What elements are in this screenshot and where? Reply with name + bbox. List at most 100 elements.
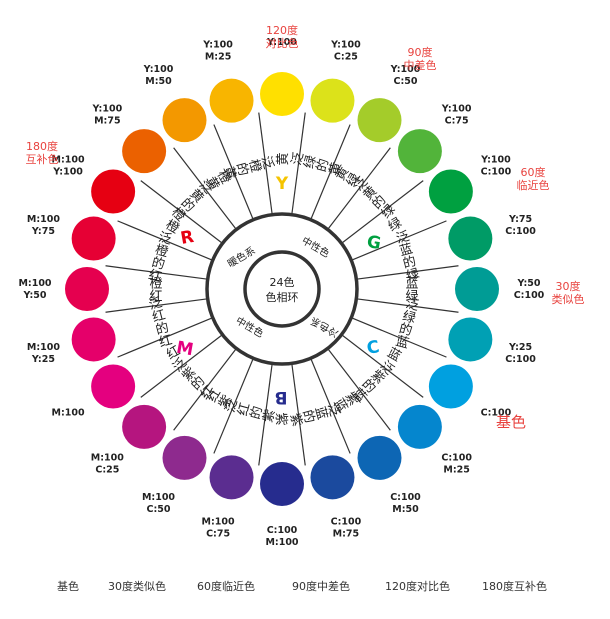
- letter-m: M: [175, 338, 195, 361]
- divider-line: [310, 124, 351, 220]
- cmyk-code: M:25: [205, 51, 231, 62]
- annotation-text: 类似色: [552, 292, 585, 306]
- letter-g: G: [365, 232, 382, 254]
- cmyk-code: C:100: [390, 492, 421, 503]
- legend-item: 60度临近色: [197, 580, 255, 593]
- letter-r: R: [179, 227, 195, 249]
- annotation-text: 基色: [496, 413, 526, 431]
- legend-item: 30度类似色: [108, 580, 166, 593]
- annotation-text: 120度: [266, 23, 298, 37]
- hue-name: 泛橙的红: [144, 229, 173, 284]
- divider-line: [291, 363, 306, 466]
- color-swatch: [91, 169, 136, 214]
- outer-ring: [205, 212, 359, 366]
- cmyk-code: C:50: [147, 504, 171, 515]
- divider-line: [140, 180, 223, 244]
- color-swatches: [65, 72, 499, 506]
- cmyk-code: C:75: [206, 529, 230, 540]
- hue-name: 蓝绿: [403, 276, 419, 302]
- cmyk-code: Y:50: [22, 290, 46, 301]
- divider-line: [351, 220, 447, 261]
- divider-line: [327, 348, 391, 431]
- cmyk-code: M:100: [52, 155, 85, 166]
- center-label-line1: 24色: [270, 275, 295, 289]
- color-swatch: [448, 216, 493, 261]
- cmyk-code: Y:100: [441, 103, 472, 114]
- cmyk-code: Y:100: [202, 39, 233, 50]
- wheel-center: 24色 色相环 暖色系 中性色 冷色系 中性色 Y G C B M R: [175, 174, 383, 407]
- hue-name: 紫: [275, 410, 288, 426]
- divider-line: [258, 112, 273, 215]
- cmyk-code: M:100: [91, 453, 124, 464]
- divider-line: [258, 363, 273, 466]
- annotation-text: 180度: [26, 139, 58, 153]
- letter-b: B: [275, 387, 288, 407]
- hue-name: 橙红: [147, 276, 163, 302]
- hue-name: 黄: [276, 153, 289, 169]
- annotation-text: 30度: [556, 279, 581, 293]
- divider-line: [213, 124, 254, 220]
- divider-line: [351, 317, 447, 358]
- divider-line: [117, 220, 213, 261]
- sector-cool: 冷色系: [308, 314, 340, 340]
- color-swatch: [122, 404, 167, 449]
- cmyk-code: Y:75: [508, 214, 532, 225]
- cmyk-code: M:25: [443, 465, 469, 476]
- color-swatch: [65, 267, 109, 311]
- divider-line: [105, 298, 208, 313]
- color-swatch: [428, 364, 473, 409]
- legend: 基色 30度类似色 60度临近色 90度中差色 120度对比色 180度互补色: [0, 578, 610, 598]
- cmyk-code: M:100: [202, 517, 235, 528]
- cmyk-code: M:100: [27, 342, 60, 353]
- cmyk-code: M:100: [142, 492, 175, 503]
- annotation-text: 对比色: [266, 36, 299, 50]
- divider-line: [327, 147, 391, 230]
- divider-lines: [105, 112, 459, 466]
- letter-c: C: [365, 337, 381, 359]
- cmyk-code: M:75: [94, 115, 120, 126]
- divider-line: [173, 147, 237, 230]
- cmyk-code: Y:100: [330, 39, 361, 50]
- cmyk-code: C:100: [331, 517, 362, 528]
- annotation-text: 互补色: [26, 152, 59, 166]
- cmyk-code: C:100: [481, 408, 512, 419]
- color-wheel: 黄泛绿的黄黄绿泛黄的绿绿泛蓝的绿蓝绿泛绿的蓝蓝泛紫的蓝紫蓝泛蓝的紫紫泛红的紫红紫…: [18, 23, 585, 548]
- cmyk-code: C:100: [514, 290, 545, 301]
- color-swatch: [260, 72, 304, 116]
- sector-neutral-top: 中性色: [300, 234, 332, 260]
- letter-y: Y: [275, 174, 289, 194]
- cmyk-code: C:25: [95, 465, 119, 476]
- hue-name: 泛蓝的紫: [288, 399, 343, 428]
- color-swatch: [357, 98, 402, 143]
- divider-line: [341, 180, 424, 244]
- color-swatch: [428, 169, 473, 214]
- cmyk-code: Y:25: [508, 342, 532, 353]
- color-swatch: [122, 129, 167, 174]
- cmyk-code: C:100: [267, 525, 298, 536]
- legend-item: 90度中差色: [292, 580, 350, 593]
- center-label-line2: 色相环: [266, 290, 299, 304]
- divider-line: [310, 358, 351, 454]
- divider-line: [105, 265, 208, 280]
- divider-line: [117, 317, 213, 358]
- color-swatch: [71, 216, 116, 261]
- cmyk-code: Y:100: [480, 155, 511, 166]
- divider-line: [341, 334, 424, 398]
- annotation-text: 60度: [521, 165, 546, 179]
- color-swatch: [162, 435, 207, 480]
- color-swatch: [162, 98, 207, 143]
- annotation-text: 90度: [408, 45, 433, 59]
- annotation-text: 临近色: [517, 178, 550, 192]
- cmyk-code: Y:25: [31, 354, 55, 365]
- cmyk-code: C:100: [481, 167, 512, 178]
- cmyk-code: C:100: [441, 453, 472, 464]
- cmyk-code: C:50: [394, 76, 418, 87]
- cmyk-code: M:100: [52, 408, 85, 419]
- color-swatch: [448, 317, 493, 362]
- hue-name: 泛绿的蓝: [392, 295, 421, 350]
- cmyk-code: C:100: [505, 354, 536, 365]
- color-swatch: [357, 435, 402, 480]
- cmyk-code: C:75: [445, 115, 469, 126]
- cmyk-code: C:25: [334, 51, 358, 62]
